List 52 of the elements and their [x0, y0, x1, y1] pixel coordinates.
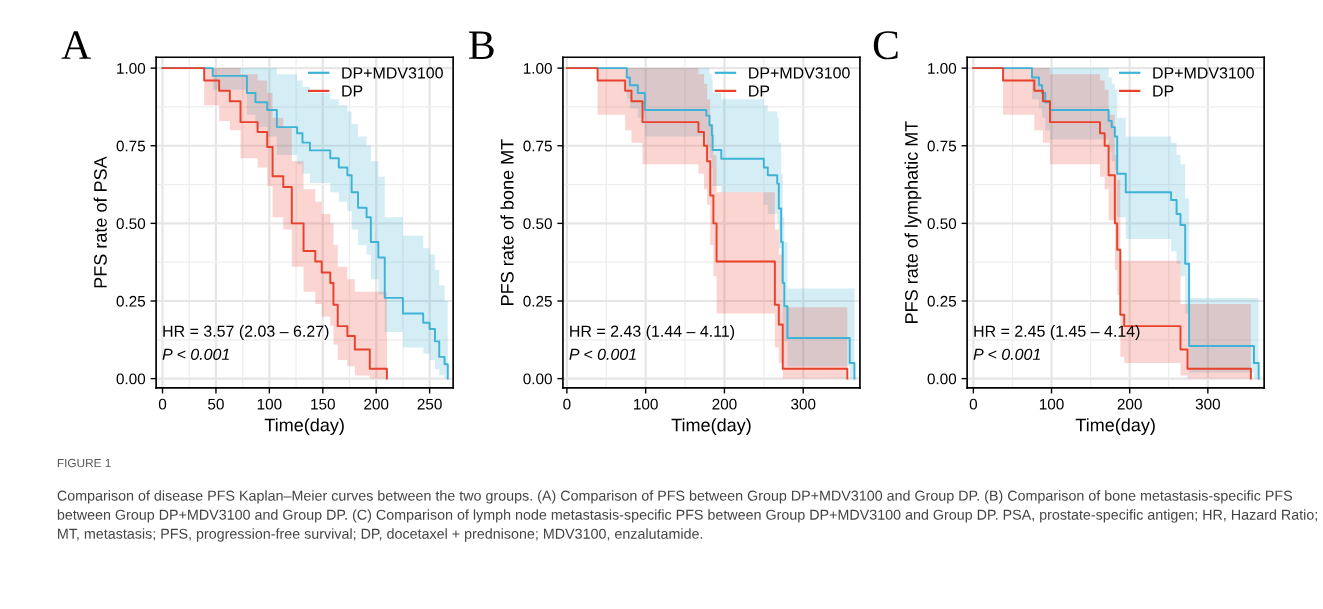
legend-label: DP+MDV3100	[749, 67, 850, 79]
annotation: P < 0.001	[162, 348, 229, 360]
x-tick-label: 100	[257, 398, 282, 410]
legend-label: DP	[749, 85, 770, 97]
chart-title: B	[469, 31, 494, 59]
legend-label: DP+MDV3100	[1153, 67, 1254, 79]
annotation: HR = 3.57 (2.03 – 6.27)	[163, 325, 329, 340]
annotation: P < 0.001	[973, 348, 1040, 360]
annotation: P < 0.001	[569, 348, 636, 360]
annotation: HR = 2.45 (1.45 – 4.14)	[974, 325, 1140, 340]
y-tick-label: 0.25	[927, 295, 957, 307]
y-tick-label: 0.75	[523, 140, 552, 152]
x-tick-label: 200	[712, 398, 737, 410]
x-tick-label: 200	[1117, 398, 1142, 410]
y-axis-title: PFS rate of lymphatic MT	[904, 121, 922, 323]
x-tick-label: 100	[1039, 398, 1064, 410]
caption: FIGURE 1	[57, 458, 111, 468]
x-tick-label: 250	[417, 398, 442, 410]
text: Comparison of disease PFS Kaplan–Meier curves between the two groups. (A) Comparison of PFS between Group DP+MDV3100 and Group DP. (B) Comparison of bone metastasis-specific PFS between Group DP+MDV3100 and Group DP. (C) Comparison of lymph node metastasis-specific PFS between Group DP+MDV3100 and Group DP. PSA, prostate-specific antigen; HR, Hazard Ratio; MT, metastasis; PFS, progression-free survival; DP, docetaxel + prednisone; MDV3100, enzalutamide.	[57, 490, 1317, 542]
y-tick-label: 1.00	[523, 62, 552, 74]
y-tick-label: 0.00	[523, 373, 552, 385]
x-tick-label: 300	[791, 398, 816, 410]
x-tick-label: 150	[311, 398, 335, 410]
x-tick-label: 300	[1195, 398, 1220, 410]
x-tick-label: 0	[563, 398, 571, 410]
y-axis-title: PFS rate of PSA	[93, 156, 107, 288]
y-tick-label: 0.00	[927, 373, 957, 385]
x-axis-title: Time(day)	[1075, 418, 1155, 435]
x-tick-label: 200	[364, 398, 389, 410]
y-tick-label: 1.00	[928, 62, 957, 74]
legend-label: DP	[1153, 85, 1174, 97]
y-tick-label: 0.25	[116, 295, 146, 307]
legend-label: DP+MDV3100	[342, 67, 443, 79]
x-axis-title: Time(day)	[264, 418, 344, 435]
x-tick-label: 0	[969, 398, 978, 410]
y-tick-label: 0.50	[116, 218, 146, 230]
y-axis-title: PFS rate of bone MT	[500, 139, 514, 305]
y-tick-label: 0.25	[523, 295, 552, 307]
x-tick-label: 0	[158, 398, 167, 410]
x-axis-title: Time(day)	[671, 418, 751, 435]
x-tick-label: 50	[208, 398, 224, 410]
y-tick-label: 0.75	[927, 140, 957, 152]
y-tick-label: 0.75	[116, 140, 146, 152]
y-tick-label: 0.50	[523, 218, 552, 230]
chart-title: C	[873, 31, 898, 60]
y-tick-label: 0.00	[116, 373, 146, 385]
annotation: HR = 2.43 (1.44 – 4.11)	[570, 325, 735, 340]
legend-label: DP	[342, 85, 363, 97]
chart-title: A	[61, 31, 91, 59]
y-tick-label: 0.50	[927, 218, 957, 230]
x-tick-label: 100	[634, 398, 658, 410]
y-tick-label: 1.00	[117, 62, 146, 74]
